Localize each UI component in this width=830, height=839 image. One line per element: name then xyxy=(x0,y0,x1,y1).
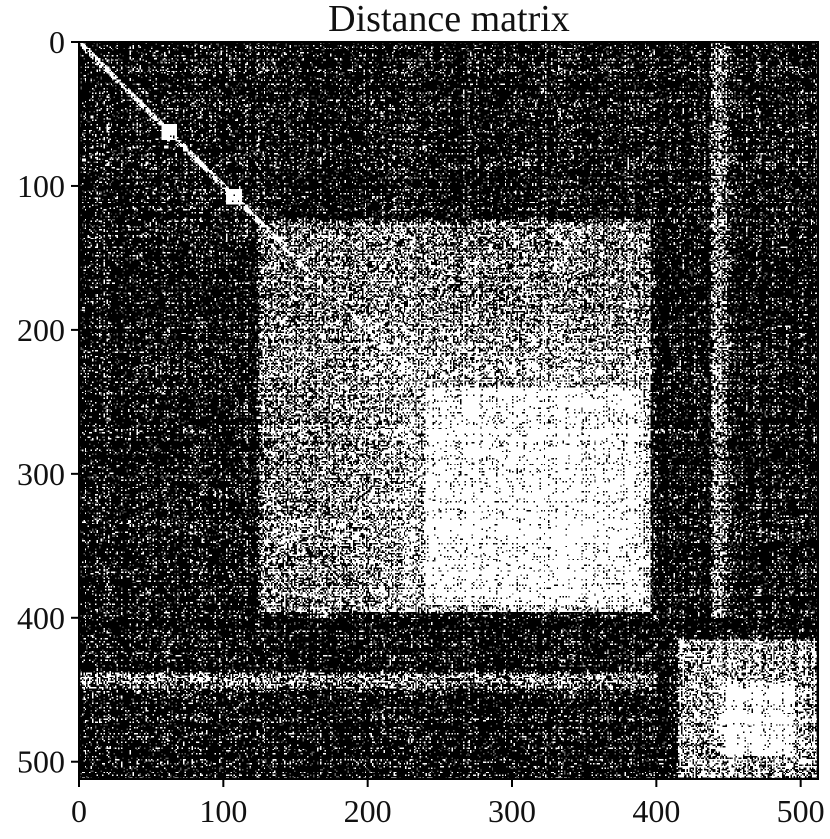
y-tick-label: 0 xyxy=(49,24,65,60)
x-tick-label: 500 xyxy=(777,793,825,829)
x-tick-label: 100 xyxy=(199,793,247,829)
y-tick-label: 200 xyxy=(17,312,65,348)
x-tick-label: 300 xyxy=(488,793,536,829)
y-tick-label: 400 xyxy=(17,600,65,636)
y-axis: 0 100 200 300 400 500 xyxy=(17,24,79,780)
heatmap-area xyxy=(79,42,818,779)
x-tick-label: 0 xyxy=(71,793,87,829)
y-tick-label: 300 xyxy=(17,456,65,492)
x-tick-label: 200 xyxy=(344,793,392,829)
y-tick-label: 500 xyxy=(17,744,65,780)
chart-title: Distance matrix xyxy=(328,0,570,40)
y-tick-label: 100 xyxy=(17,168,65,204)
x-tick-label: 400 xyxy=(632,793,680,829)
heatmap-image xyxy=(79,42,818,779)
x-axis: 0 100 200 300 400 500 xyxy=(71,779,825,829)
plot-frame xyxy=(78,41,819,780)
